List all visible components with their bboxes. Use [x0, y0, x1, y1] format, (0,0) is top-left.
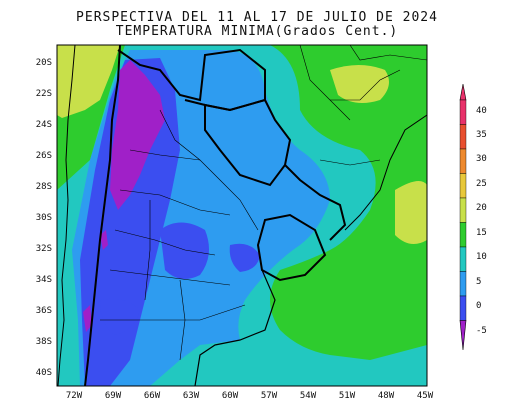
lat-label: 22S: [36, 89, 52, 99]
colorbar-label: -5: [476, 326, 487, 336]
colorbar-high-arrow: [459, 83, 467, 101]
colorbar-label: 35: [476, 130, 487, 140]
colorbar-swatch: [459, 99, 467, 125]
field-20-25-ne: [330, 65, 389, 104]
lat-label: 30S: [36, 213, 52, 223]
colorbar-swatch: [459, 124, 467, 150]
colorbar-label: 0: [476, 301, 481, 311]
map-title: PERSPECTIVA DEL 11 AL 17 DE JULIO DE 202…: [76, 10, 438, 25]
lat-label: 28S: [36, 182, 52, 192]
lon-label: 54W: [300, 391, 317, 401]
field-20-25-nw: [57, 45, 120, 118]
colorbar-swatch: [459, 197, 467, 223]
colorbar-label: 10: [476, 252, 487, 262]
lat-label: 38S: [36, 337, 52, 347]
lon-label: 69W: [105, 391, 122, 401]
colorbar-label: 20: [476, 203, 487, 213]
field-0-5-south: [100, 298, 140, 335]
lon-label: 72W: [66, 391, 83, 401]
field-minus5-0-c: [83, 305, 92, 332]
colorbar-swatch: [459, 246, 467, 272]
longitude-labels: 72W 69W 66W 63W 60W 57W 54W 51W 48W 45W: [66, 391, 434, 401]
colorbar-legend: 40 35 30 25 20 15 10 5 0 -5: [459, 83, 487, 351]
colorbar-swatch: [459, 222, 467, 248]
map-subtitle: TEMPERATURA MINIMA(Grados Cent.): [115, 24, 399, 39]
lon-label: 45W: [417, 391, 434, 401]
lon-label: 63W: [183, 391, 200, 401]
map-frame: [56, 44, 428, 387]
colorbar-label: 5: [476, 277, 481, 287]
lat-label: 36S: [36, 306, 52, 316]
lat-label: 34S: [36, 275, 52, 285]
field-minus5-0-b: [100, 230, 108, 250]
colorbar-label: 15: [476, 228, 487, 238]
map-field: [57, 45, 427, 386]
colorbar-label: 25: [476, 179, 487, 189]
lat-label: 24S: [36, 120, 52, 130]
colorbar-swatch: [459, 148, 467, 174]
colorbar-swatch: [459, 173, 467, 199]
colorbar-swatch: [459, 295, 467, 321]
latitude-labels: 20S 22S 24S 26S 28S 30S 32S 34S 36S 38S …: [36, 58, 52, 378]
lon-label: 66W: [144, 391, 161, 401]
lon-label: 48W: [378, 391, 395, 401]
lon-label: 57W: [261, 391, 278, 401]
colorbar-low-arrow: [459, 320, 467, 351]
lat-label: 32S: [36, 244, 52, 254]
colorbar-label: 30: [476, 154, 487, 164]
lat-label: 40S: [36, 368, 52, 378]
borders: [57, 45, 427, 386]
field-minus5-0: [110, 60, 165, 210]
colorbar-label: 40: [476, 106, 487, 116]
lon-label: 51W: [339, 391, 356, 401]
field-0-5-east: [229, 243, 260, 272]
lat-label: 20S: [36, 58, 52, 68]
field-0-5-center: [160, 222, 209, 279]
lat-label: 26S: [36, 151, 52, 161]
colorbar-swatch: [459, 271, 467, 297]
lon-label: 60W: [222, 391, 239, 401]
field-20-25-e: [395, 181, 427, 244]
